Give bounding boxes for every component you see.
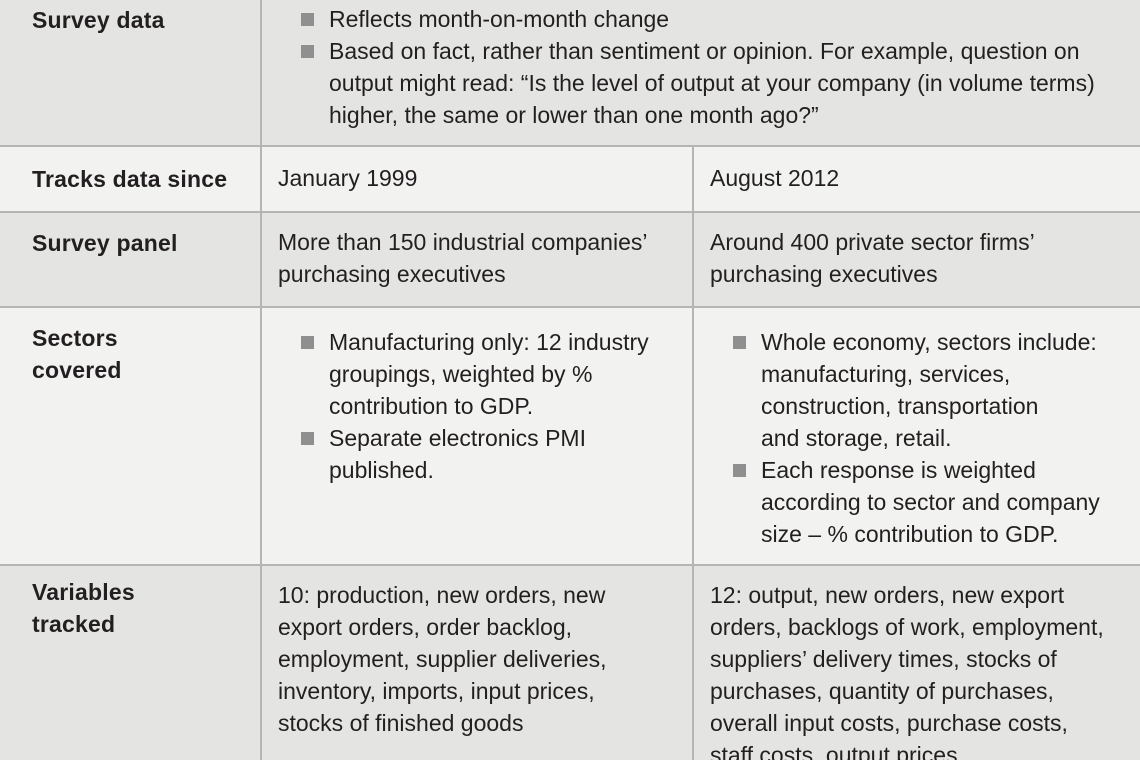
sectors-col1-bullets: Manufacturing only: 12 industry grouping… xyxy=(301,326,681,486)
square-bullet-icon xyxy=(733,464,746,477)
row-divider xyxy=(0,211,1140,213)
row-divider xyxy=(0,145,1140,147)
row-tracks-since: Tracks data since January 1999 August 20… xyxy=(0,146,1140,212)
survey-panel-col1: More than 150 industrial companies’ purc… xyxy=(278,229,648,287)
bullet-text: Reflects month-on-month change xyxy=(329,6,670,32)
row-divider xyxy=(0,306,1140,308)
tracks-since-col1: January 1999 xyxy=(278,165,418,191)
column-divider xyxy=(692,146,694,760)
row-label-survey-data: Survey data xyxy=(32,7,165,33)
tracks-since-col2: August 2012 xyxy=(710,165,840,191)
bullet-text: Each response is weighted according to s… xyxy=(761,457,1100,547)
sectors-col2-bullets: Whole economy, sectors include: manufact… xyxy=(733,326,1133,550)
row-label-variables-tracked: Variables tracked xyxy=(32,579,135,637)
survey-panel-col2: Around 400 private sector firms’ purchas… xyxy=(710,229,1035,287)
bullet-item: Each response is weighted according to s… xyxy=(733,454,1133,550)
bullet-text: Based on fact, rather than sentiment or … xyxy=(329,38,1095,128)
variables-col2: 12: output, new orders, new export order… xyxy=(710,582,1104,760)
bullet-item: Manufacturing only: 12 industry grouping… xyxy=(301,326,681,422)
row-label-sectors-covered: Sectors covered xyxy=(32,325,122,383)
survey-data-bullets: Reflects month-on-month change Based on … xyxy=(301,3,1131,131)
bullet-text: Separate electronics PMI published. xyxy=(329,425,586,483)
bullet-item: Reflects month-on-month change xyxy=(301,3,1131,35)
row-label-tracks-since: Tracks data since xyxy=(32,166,228,192)
bullet-item: Based on fact, rather than sentiment or … xyxy=(301,35,1131,131)
bullet-item: Separate electronics PMI published. xyxy=(301,422,681,486)
square-bullet-icon xyxy=(733,336,746,349)
row-label-survey-panel: Survey panel xyxy=(32,230,178,256)
square-bullet-icon xyxy=(301,432,314,445)
row-variables-tracked: Variables tracked 10: production, new or… xyxy=(0,565,1140,760)
row-divider xyxy=(0,564,1140,566)
row-sectors-covered: Sectors covered Manufacturing only: 12 i… xyxy=(0,307,1140,565)
bullet-text: Whole economy, sectors include: manufact… xyxy=(761,329,1097,451)
bullet-text: Manufacturing only: 12 industry grouping… xyxy=(329,329,649,419)
column-divider xyxy=(260,0,262,760)
variables-col1: 10: production, new orders, new export o… xyxy=(278,582,607,736)
row-survey-panel: Survey panel More than 150 industrial co… xyxy=(0,212,1140,307)
square-bullet-icon xyxy=(301,13,314,26)
square-bullet-icon xyxy=(301,336,314,349)
row-survey-data: Survey data Reflects month-on-month chan… xyxy=(0,0,1140,146)
bullet-item: Whole economy, sectors include: manufact… xyxy=(733,326,1133,454)
square-bullet-icon xyxy=(301,45,314,58)
